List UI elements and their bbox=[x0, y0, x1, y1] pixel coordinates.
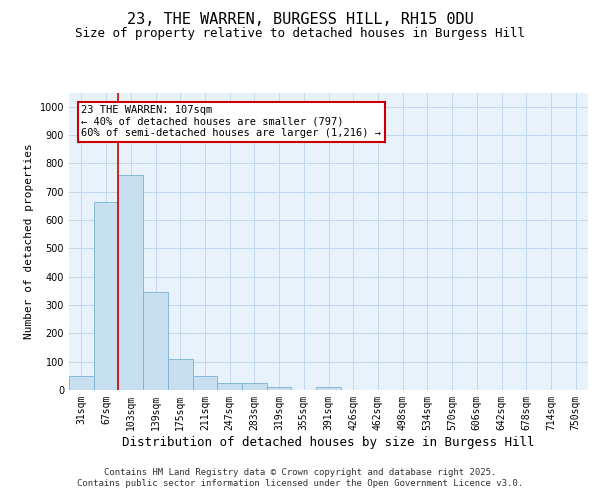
Bar bbox=[118, 174, 143, 390]
Y-axis label: Number of detached properties: Number of detached properties bbox=[24, 144, 34, 339]
Text: Size of property relative to detached houses in Burgess Hill: Size of property relative to detached ho… bbox=[75, 28, 525, 40]
Bar bbox=[143, 292, 168, 390]
Text: 23, THE WARREN, BURGESS HILL, RH15 0DU: 23, THE WARREN, BURGESS HILL, RH15 0DU bbox=[127, 12, 473, 28]
Text: Contains HM Land Registry data © Crown copyright and database right 2025.
Contai: Contains HM Land Registry data © Crown c… bbox=[77, 468, 523, 487]
Bar bbox=[316, 387, 341, 390]
Bar bbox=[94, 202, 118, 390]
Bar bbox=[242, 383, 267, 390]
X-axis label: Distribution of detached houses by size in Burgess Hill: Distribution of detached houses by size … bbox=[122, 436, 535, 448]
Bar bbox=[193, 376, 217, 390]
Bar bbox=[217, 383, 242, 390]
Bar bbox=[267, 387, 292, 390]
Bar bbox=[168, 359, 193, 390]
Bar bbox=[69, 376, 94, 390]
Text: 23 THE WARREN: 107sqm
← 40% of detached houses are smaller (797)
60% of semi-det: 23 THE WARREN: 107sqm ← 40% of detached … bbox=[82, 106, 382, 138]
